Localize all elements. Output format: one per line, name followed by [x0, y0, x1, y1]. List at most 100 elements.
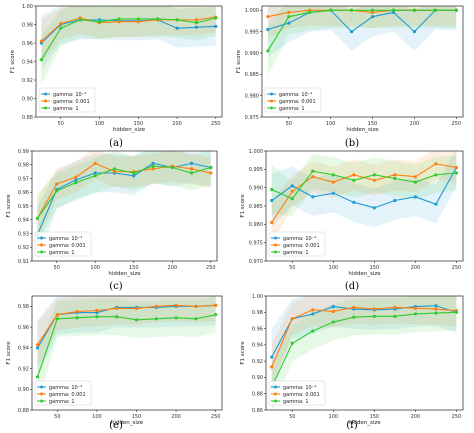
series-line-2	[36, 165, 211, 219]
legend-marker	[274, 385, 277, 389]
chart-panel-2: 0.91 0.92 0.93 0.94 0.95 0.96 0.97 0.98 0.99 50 10…	[6, 149, 218, 292]
data-point	[189, 167, 194, 171]
legend-label: gamma: 0.001	[49, 392, 86, 398]
data-point	[393, 198, 397, 203]
data-point	[132, 174, 136, 178]
data-point	[78, 18, 82, 22]
plot-content	[270, 151, 459, 245]
x-tick-label: 150	[129, 265, 139, 271]
confidence-band-1	[267, 6, 457, 39]
data-point	[156, 17, 160, 21]
data-point	[308, 10, 312, 15]
y-tick-label: 0.990	[249, 185, 263, 191]
data-point	[434, 311, 438, 315]
data-point	[170, 165, 174, 170]
x-tick-label: 150	[370, 414, 380, 420]
y-tick-label: 0.990	[245, 51, 259, 57]
y-tick-label: 0.94	[18, 218, 29, 224]
data-point	[175, 26, 179, 30]
data-point	[55, 313, 59, 317]
data-point	[413, 312, 417, 316]
legend-box	[264, 87, 322, 113]
data-point	[75, 316, 79, 320]
data-point	[134, 306, 139, 311]
y-tick-label: 0.96	[18, 190, 29, 196]
data-point	[270, 198, 274, 203]
axes-frame	[31, 295, 223, 411]
data-point	[270, 355, 274, 359]
chart-panel-3: 0.970 0.975 0.980 0.985 0.990 0.995 1.000 50 100…	[240, 149, 464, 292]
x-tick-label: 50	[286, 121, 292, 127]
y-tick-label: 0.975	[245, 115, 259, 121]
legend-box	[34, 380, 92, 406]
legend-marker	[40, 250, 43, 254]
data-point	[372, 173, 376, 177]
data-point	[266, 15, 270, 19]
legend-label: gamma: 0.001	[283, 243, 320, 249]
data-point	[350, 30, 354, 34]
data-point	[350, 8, 354, 12]
data-point	[352, 200, 356, 204]
data-point	[290, 184, 294, 188]
y-tick-label: 0.96	[252, 326, 263, 332]
data-point	[112, 170, 117, 174]
data-point	[115, 306, 119, 311]
x-axis-label: hidden_size	[108, 271, 141, 277]
y-tick-label: 0.995	[249, 167, 263, 173]
data-point	[287, 15, 291, 19]
x-tick-label: 50	[58, 121, 64, 127]
y-tick-label: 1.00	[22, 4, 33, 10]
y-tick-label: 0.98	[18, 304, 29, 310]
legend-marker	[44, 106, 47, 110]
data-point	[434, 304, 438, 308]
series-line-2	[271, 311, 457, 388]
data-point	[97, 20, 102, 24]
legend-marker	[274, 236, 277, 240]
confidence-band-0	[41, 6, 216, 71]
chart-panel-5: 0.86 0.88 0.90 0.92 0.94 0.96 0.98 1.00 50 100 150…	[240, 294, 464, 431]
data-point	[454, 8, 458, 12]
x-tick-label: 200	[171, 414, 181, 420]
data-point	[413, 175, 417, 179]
x-tick-label: 50	[289, 265, 295, 271]
data-point	[209, 171, 213, 175]
x-tick-label: 100	[326, 121, 336, 127]
data-point	[311, 175, 315, 179]
y-tick-label: 0.92	[22, 78, 33, 84]
data-point	[59, 26, 63, 30]
y-tick-label: 0.99	[18, 149, 29, 155]
data-point	[39, 58, 44, 62]
axes-frame	[265, 295, 464, 411]
x-tick-label: 200	[411, 414, 421, 420]
data-point	[266, 49, 270, 53]
data-point	[39, 39, 44, 43]
panel-label: (e)	[109, 420, 123, 431]
confidence-band-1	[271, 296, 457, 390]
y-tick-label: 1.00	[252, 294, 263, 300]
y-axis-label: F1 score	[240, 194, 246, 218]
legend-label: gamma: 1	[279, 106, 305, 112]
data-point	[290, 197, 294, 201]
legend-marker	[40, 392, 43, 396]
data-point	[311, 195, 315, 199]
confidence-band-1	[37, 296, 216, 368]
data-point	[194, 21, 199, 25]
data-point	[136, 17, 140, 21]
y-tick-label: 0.91	[18, 259, 29, 265]
series-line-2	[267, 9, 457, 52]
y-tick-label: 0.96	[22, 41, 33, 47]
legend-marker	[40, 236, 43, 240]
legend-label: gamma: 0.001	[53, 99, 90, 105]
x-tick-label: 250	[211, 121, 221, 127]
x-tick-label: 250	[452, 265, 462, 271]
data-point	[154, 304, 158, 308]
panel-label: (b)	[345, 138, 359, 149]
legend-label: gamma: 1	[53, 106, 79, 112]
x-axis-label: hidden_size	[113, 127, 146, 133]
legend-marker	[274, 392, 277, 396]
plot-content	[266, 6, 458, 76]
x-tick-label: 250	[206, 265, 216, 271]
y-axis-label: F1 score	[10, 49, 16, 73]
legend-marker	[40, 385, 43, 389]
data-point	[413, 195, 417, 199]
